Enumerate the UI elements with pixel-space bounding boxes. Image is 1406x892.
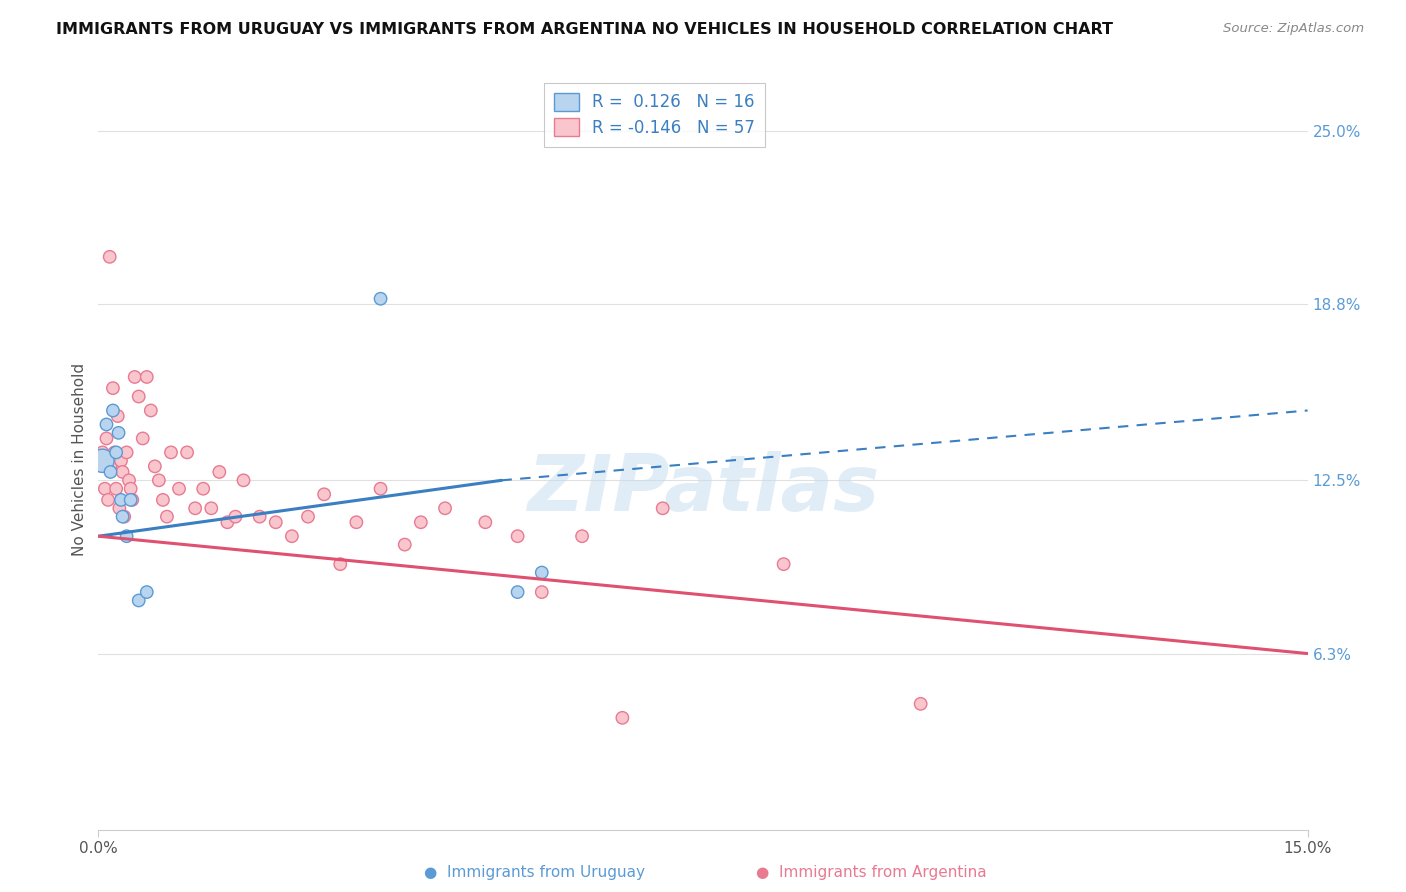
Point	[103, 445, 125, 459]
Point	[571, 529, 593, 543]
Point	[474, 515, 496, 529]
Point	[108, 501, 131, 516]
Point	[94, 482, 117, 496]
Text: IMMIGRANTS FROM URUGUAY VS IMMIGRANTS FROM ARGENTINA NO VEHICLES IN HOUSEHOLD CO: IMMIGRANTS FROM URUGUAY VS IMMIGRANTS FR…	[56, 22, 1114, 37]
Point	[910, 697, 932, 711]
Point	[152, 492, 174, 507]
Point	[184, 501, 207, 516]
Point	[329, 557, 352, 571]
Point	[530, 585, 553, 599]
Point	[97, 492, 120, 507]
Point	[107, 409, 129, 423]
Point	[105, 482, 128, 496]
Point	[193, 482, 215, 496]
Point	[101, 403, 124, 417]
Point	[107, 425, 129, 440]
Point	[224, 509, 246, 524]
Point	[506, 585, 529, 599]
Point	[115, 529, 138, 543]
Point	[111, 509, 134, 524]
Point	[128, 593, 150, 607]
Point	[208, 465, 231, 479]
Point	[530, 566, 553, 580]
Point	[135, 585, 157, 599]
Point	[394, 538, 416, 552]
Point	[264, 515, 287, 529]
Point	[249, 509, 271, 524]
Point	[772, 557, 794, 571]
Point	[612, 711, 634, 725]
Point	[160, 445, 183, 459]
Point	[124, 370, 146, 384]
Point	[176, 445, 198, 459]
Point	[506, 529, 529, 543]
Legend: R =  0.126   N = 16, R = -0.146   N = 57: R = 0.126 N = 16, R = -0.146 N = 57	[544, 83, 765, 146]
Point	[121, 492, 143, 507]
Point	[91, 454, 114, 468]
Point	[434, 501, 457, 516]
Point	[128, 390, 150, 404]
Point	[98, 250, 121, 264]
Point	[200, 501, 222, 516]
Point	[120, 492, 142, 507]
Text: ZIPatlas: ZIPatlas	[527, 451, 879, 527]
Point	[135, 370, 157, 384]
Point	[314, 487, 336, 501]
Point	[281, 529, 304, 543]
Point	[143, 459, 166, 474]
Point	[148, 473, 170, 487]
Point	[100, 465, 122, 479]
Point	[217, 515, 239, 529]
Point	[120, 482, 142, 496]
Point	[100, 459, 122, 474]
Point	[105, 445, 128, 459]
Point	[91, 445, 114, 459]
Point	[370, 482, 392, 496]
Point	[297, 509, 319, 524]
Point	[112, 509, 135, 524]
Point	[344, 515, 367, 529]
Point	[651, 501, 673, 516]
Point	[409, 515, 432, 529]
Point	[156, 509, 179, 524]
Point	[110, 454, 132, 468]
Point	[96, 432, 118, 446]
Text: ●  Immigrants from Argentina: ● Immigrants from Argentina	[756, 865, 987, 880]
Point	[370, 292, 392, 306]
Point	[110, 492, 132, 507]
Point	[139, 403, 162, 417]
Point	[115, 445, 138, 459]
Text: ●  Immigrants from Uruguay: ● Immigrants from Uruguay	[423, 865, 645, 880]
Point	[118, 473, 141, 487]
Point	[101, 381, 124, 395]
Point	[232, 473, 254, 487]
Text: Source: ZipAtlas.com: Source: ZipAtlas.com	[1223, 22, 1364, 36]
Point	[111, 465, 134, 479]
Point	[96, 417, 118, 432]
Point	[167, 482, 190, 496]
Point	[132, 432, 155, 446]
Y-axis label: No Vehicles in Household: No Vehicles in Household	[72, 363, 87, 556]
